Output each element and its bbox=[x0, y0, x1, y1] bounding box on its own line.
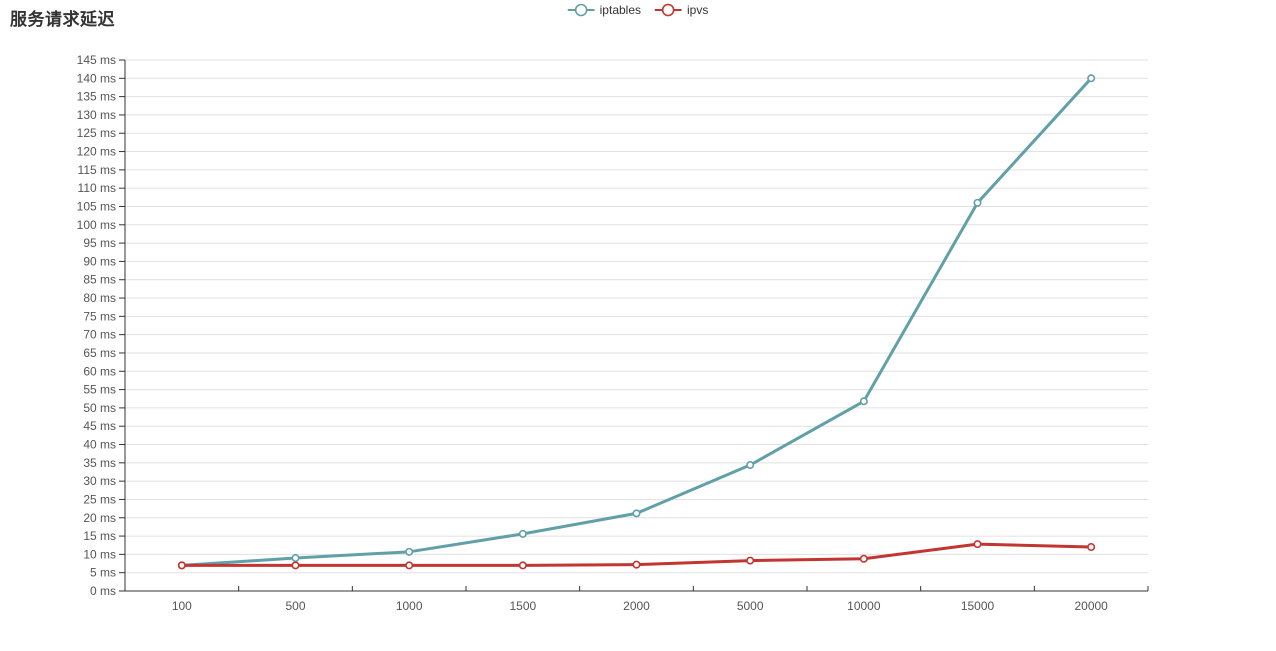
y-axis-label: 95 ms bbox=[83, 236, 116, 250]
data-point-ipvs-2000[interactable] bbox=[632, 560, 641, 569]
x-axis-label: 100 bbox=[172, 599, 192, 613]
data-point-iptables-15000[interactable] bbox=[973, 198, 982, 207]
data-point-ipvs-20000[interactable] bbox=[1087, 543, 1096, 552]
data-point-ipvs-500[interactable] bbox=[291, 561, 300, 570]
y-axis-label: 5 ms bbox=[90, 566, 116, 580]
data-point-iptables-500[interactable] bbox=[291, 554, 300, 563]
y-axis-label: 60 ms bbox=[83, 364, 116, 378]
x-axis-label: 2000 bbox=[623, 599, 650, 613]
x-axis-label: 1500 bbox=[509, 599, 536, 613]
data-point-ipvs-15000[interactable] bbox=[973, 540, 982, 549]
chart-legend: iptables ipvs bbox=[567, 3, 708, 17]
y-axis-label: 80 ms bbox=[83, 291, 116, 305]
page-title: 服务请求延迟 bbox=[10, 10, 115, 29]
legend-label-ipvs: ipvs bbox=[687, 3, 709, 17]
x-axis-label: 15000 bbox=[961, 599, 995, 613]
x-axis-label: 20000 bbox=[1074, 599, 1108, 613]
y-axis-label: 20 ms bbox=[83, 511, 116, 525]
line-circle-icon bbox=[655, 3, 683, 17]
y-axis-label: 50 ms bbox=[83, 401, 116, 415]
y-axis-label: 45 ms bbox=[83, 419, 116, 433]
y-axis-label: 85 ms bbox=[83, 273, 116, 287]
line-circle-icon bbox=[567, 3, 595, 17]
y-axis-label: 75 ms bbox=[83, 309, 116, 323]
data-point-iptables-1000[interactable] bbox=[405, 547, 414, 556]
data-point-iptables-2000[interactable] bbox=[632, 509, 641, 518]
y-axis-label: 125 ms bbox=[77, 126, 116, 140]
data-point-iptables-5000[interactable] bbox=[746, 461, 755, 470]
y-axis-label: 10 ms bbox=[83, 547, 116, 561]
y-axis-label: 35 ms bbox=[83, 456, 116, 470]
y-axis-label: 15 ms bbox=[83, 529, 116, 543]
data-point-ipvs-10000[interactable] bbox=[859, 554, 868, 563]
y-axis-label: 105 ms bbox=[77, 199, 116, 213]
y-axis-label: 25 ms bbox=[83, 492, 116, 506]
y-axis-label: 145 ms bbox=[77, 53, 116, 67]
y-axis-label: 100 ms bbox=[77, 218, 116, 232]
x-axis-label: 500 bbox=[285, 599, 305, 613]
y-axis-label: 110 ms bbox=[78, 181, 116, 195]
legend-item-ipvs[interactable]: ipvs bbox=[655, 3, 708, 17]
y-axis-label: 55 ms bbox=[83, 383, 116, 397]
data-point-ipvs-1500[interactable] bbox=[518, 561, 527, 570]
y-axis-label: 90 ms bbox=[83, 254, 116, 268]
x-axis-label: 1000 bbox=[396, 599, 423, 613]
data-point-ipvs-5000[interactable] bbox=[746, 556, 755, 565]
data-point-ipvs-1000[interactable] bbox=[405, 561, 414, 570]
data-point-ipvs-100[interactable] bbox=[177, 561, 186, 570]
y-axis-label: 135 ms bbox=[77, 90, 116, 104]
y-axis-label: 140 ms bbox=[77, 71, 116, 85]
y-axis-label: 0 ms bbox=[90, 584, 116, 598]
legend-item-iptables[interactable]: iptables bbox=[567, 3, 642, 17]
y-axis-label: 40 ms bbox=[83, 438, 116, 452]
data-point-iptables-1500[interactable] bbox=[518, 529, 527, 538]
y-axis-label: 70 ms bbox=[83, 328, 116, 342]
data-point-iptables-10000[interactable] bbox=[859, 397, 868, 406]
data-point-iptables-20000[interactable] bbox=[1087, 74, 1096, 83]
y-axis-label: 120 ms bbox=[77, 145, 116, 159]
y-axis-label: 30 ms bbox=[83, 474, 116, 488]
y-axis-label: 130 ms bbox=[77, 108, 116, 122]
x-axis-label: 10000 bbox=[847, 599, 881, 613]
y-axis-label: 65 ms bbox=[83, 346, 116, 360]
x-axis-label: 5000 bbox=[737, 599, 764, 613]
legend-label-iptables: iptables bbox=[599, 3, 642, 17]
y-axis-label: 115 ms bbox=[78, 163, 116, 177]
